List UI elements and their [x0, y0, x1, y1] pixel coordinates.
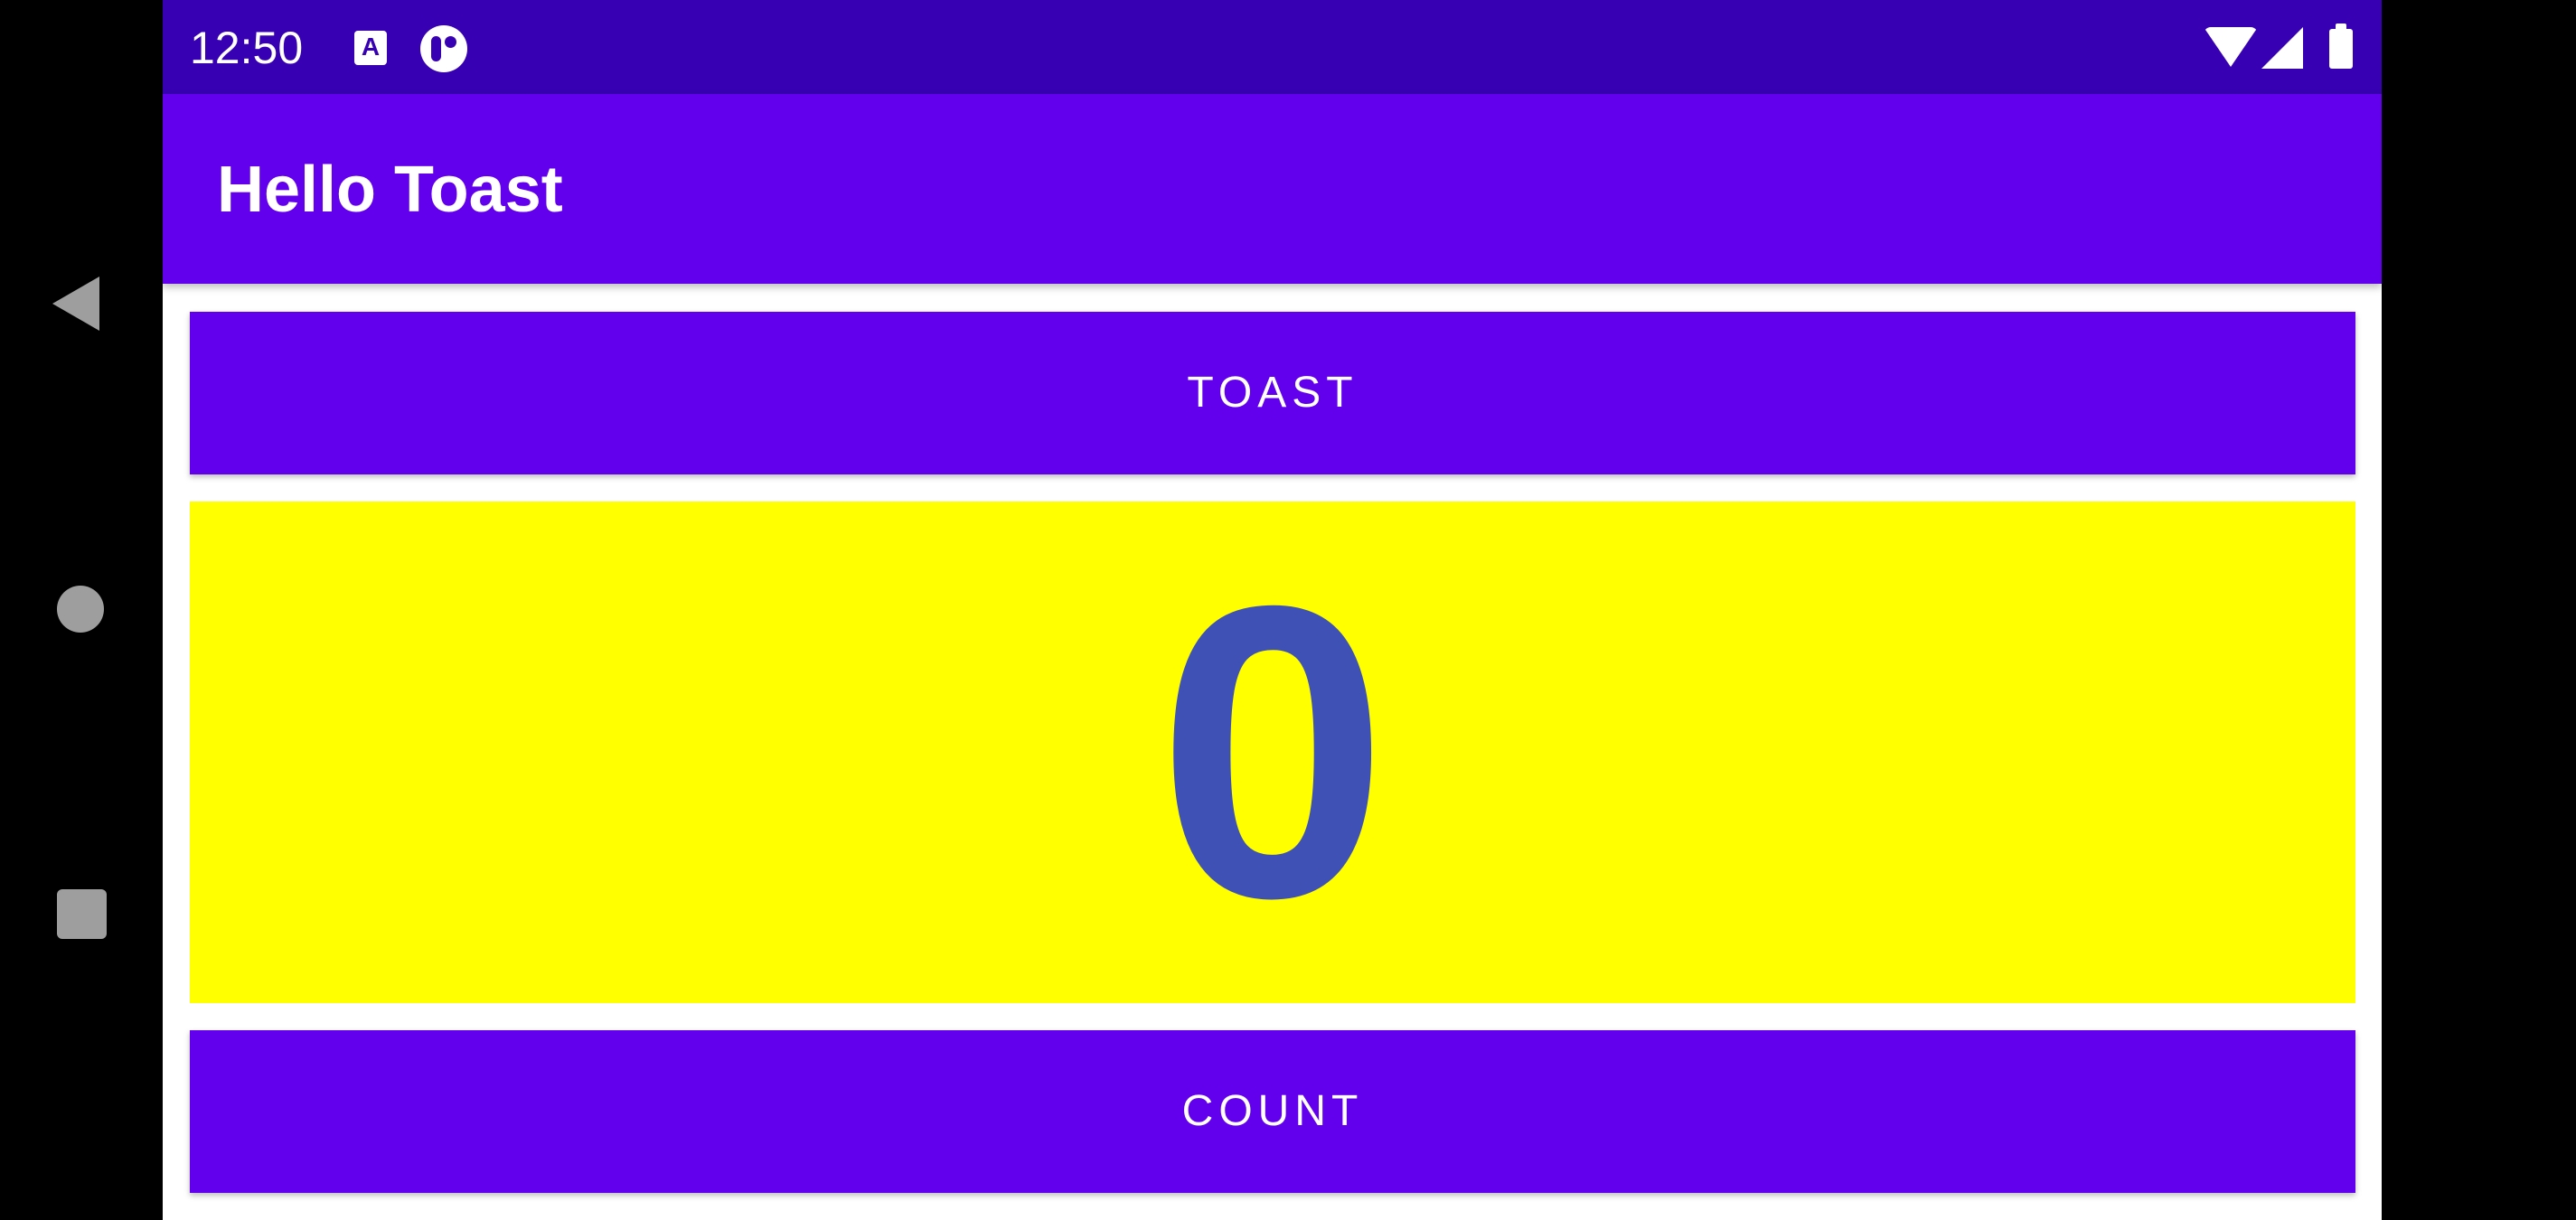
text-a-icon: A: [354, 31, 387, 65]
app-screen: 12:50 A Hello Toast TOAST 0 COUNT: [163, 0, 2382, 1220]
app-bar: Hello Toast: [163, 94, 2382, 284]
app-title: Hello Toast: [217, 154, 563, 226]
count-value: 0: [1157, 521, 1388, 984]
battery-icon: [2329, 23, 2353, 69]
device-bezel: [2382, 0, 2576, 1220]
app-notification-icon: [420, 25, 467, 72]
count-display: 0: [190, 502, 2355, 1003]
navigation-bar: [0, 0, 163, 1220]
status-bar: 12:50 A: [163, 0, 2382, 94]
cell-signal-icon: [2261, 27, 2303, 69]
home-icon[interactable]: [57, 586, 104, 633]
wifi-icon: [2204, 27, 2258, 67]
count-button[interactable]: COUNT: [190, 1030, 2355, 1193]
toast-button[interactable]: TOAST: [190, 312, 2355, 474]
recents-icon[interactable]: [57, 889, 107, 939]
back-icon[interactable]: [52, 277, 99, 331]
status-time: 12:50: [190, 23, 304, 73]
